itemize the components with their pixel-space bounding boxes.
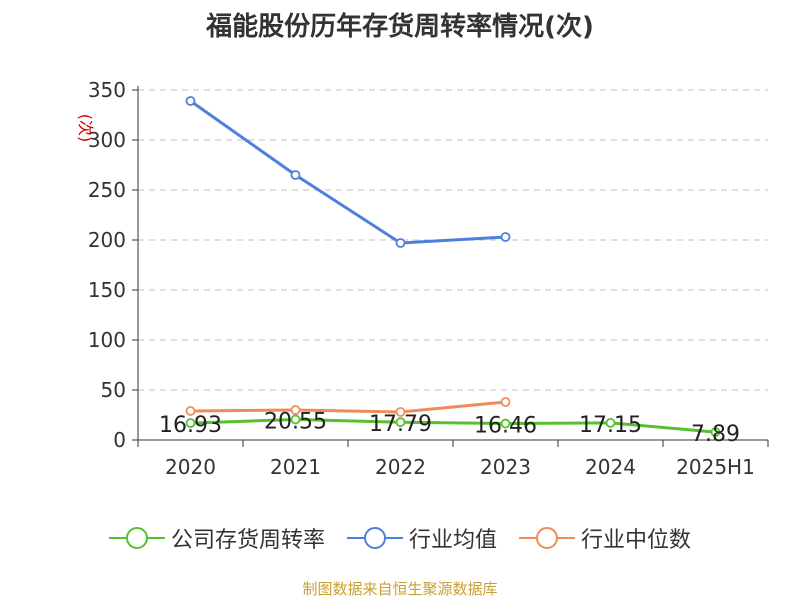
x-tick-label: 2024 [585,455,636,479]
legend-marker-icon [519,527,575,549]
legend-item[interactable]: 行业中位数 [519,522,691,554]
legend-item[interactable]: 公司存货周转率 [108,522,325,554]
x-tick-label: 2022 [375,455,426,479]
x-tick-label: 2025H1 [676,455,755,479]
y-tick-label: 250 [88,178,126,202]
data-label: 17.79 [369,412,432,437]
data-point [185,418,196,428]
y-tick-label: 200 [88,228,126,252]
x-tick-label: 2020 [165,455,216,479]
data-label: 7.89 [691,422,740,447]
data-point [500,232,511,242]
chart-title: 福能股份历年存货周转率情况(次) [206,12,594,42]
data-label: 17.15 [579,413,642,438]
legend-circle [125,527,148,549]
y-tick-label: 350 [88,78,126,102]
legend-label: 行业中位数 [581,528,692,553]
data-point [185,406,196,416]
series-line-1 [189,99,506,245]
legend-circle [363,527,386,549]
chart-canvas: 0 50 100 150 200 250 300 350 2020 2021 2022 2023 202… [76,78,769,479]
data-label: 16.93 [159,413,222,438]
y-tick-label: 50 [101,378,126,402]
legend-marker-icon [346,527,403,549]
data-point [500,418,511,429]
y-tick-label: 300 [88,128,126,152]
legend-label: 行业均值 [408,528,497,553]
source-note: 制图数据来自恒生聚源数据库 [302,580,498,598]
series-lines [185,96,721,438]
y-tick-label: 0 [113,428,126,452]
series-line-2 [190,400,506,414]
data-point [185,96,196,106]
data-point [395,407,406,417]
data-label: 16.46 [474,414,537,439]
y-tick-label: 150 [88,278,126,302]
legend-item[interactable]: 行业均值 [346,522,497,554]
data-point [395,238,406,248]
data-point [605,417,616,428]
y-tick-label: 100 [88,328,126,352]
data-point [395,417,406,428]
data-labels: 16.93 20.55 17.79 16.46 17.15 7.89 [159,409,740,447]
legend-circle [536,527,558,549]
axes: 0 50 100 150 200 250 300 350 2020 2021 2022 2023 202… [76,78,769,479]
legend-marker-icon [108,527,165,549]
legend-label: 公司存货周转率 [170,528,325,553]
data-point [290,170,301,180]
data-point [290,405,301,415]
grid-lines [138,89,768,391]
legend: 公司存货周转率 行业均值 行业中位数 [0,520,800,556]
x-tick-label: 2023 [480,455,531,479]
data-point [710,427,721,438]
data-point [290,414,301,425]
x-tick-label: 2021 [270,455,321,479]
y-axis-label: (次) [76,114,95,143]
data-label: 20.55 [264,409,327,434]
data-point [500,397,511,407]
series-line-0 [190,417,716,434]
